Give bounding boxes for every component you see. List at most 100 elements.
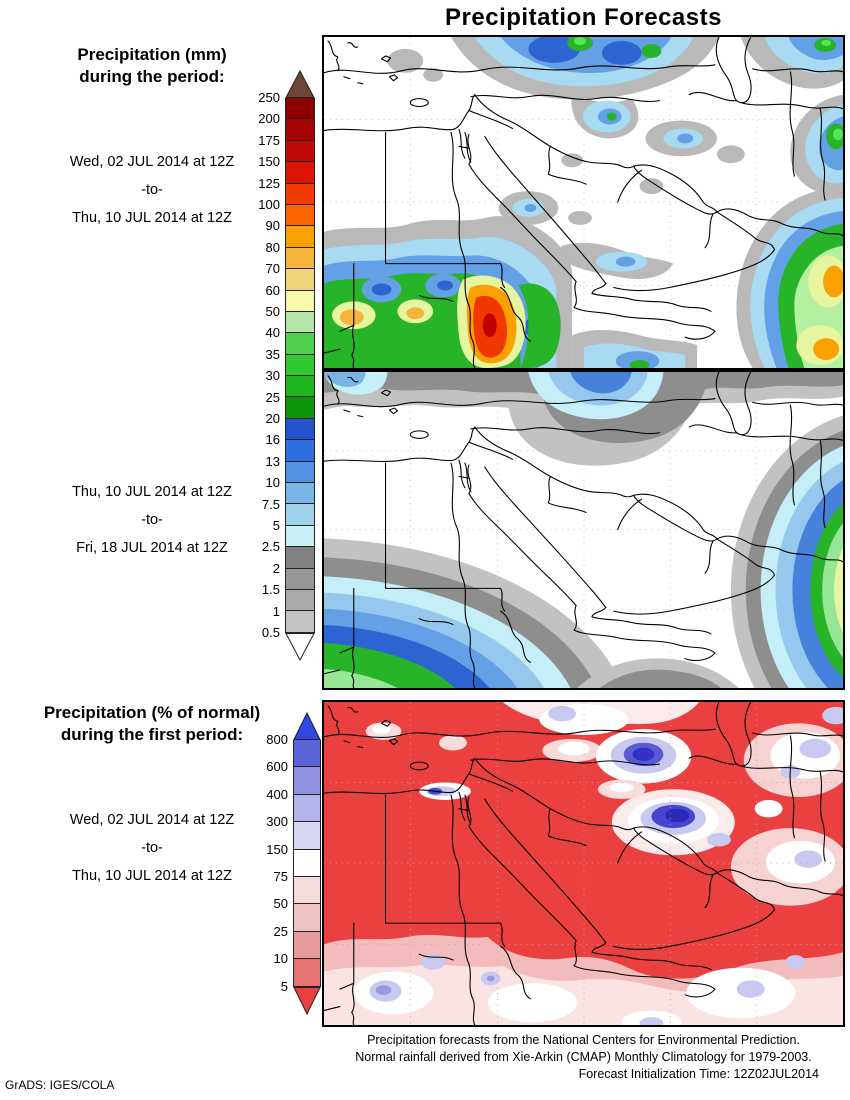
colorbar-pct-bar (293, 712, 321, 1015)
colorbar-tick-label: 150 (258, 154, 280, 170)
colorbar-tick-label: 70 (265, 261, 280, 277)
colorbar-segment (294, 740, 320, 768)
colorbar-tick-label: 200 (258, 111, 280, 127)
colorbar-tick-label: 5 (280, 978, 288, 994)
colorbar-segment (286, 611, 314, 633)
colorbar-tick-label: 13 (265, 453, 280, 469)
colorbar-tick-label: 400 (266, 786, 288, 802)
colorbar-segment (294, 849, 320, 877)
colorbar-segment (286, 183, 314, 205)
panel1-heading: Precipitation (mm) during the period: (18, 44, 286, 88)
panel3-date-to: Thu, 10 JUL 2014 at 12Z (72, 868, 232, 884)
colorbar-segment (286, 119, 314, 141)
footer-line2: Normal rainfall derived from Xie-Arkin (… (355, 1050, 812, 1064)
colorbar-segment (294, 794, 320, 823)
panel3-heading-line1: Precipitation (% of normal) (43, 703, 261, 722)
panel3-dates: Wed, 02 JUL 2014 at 12Z -to- Thu, 10 JUL… (18, 806, 286, 890)
panel1-heading-line1: Precipitation (mm) (77, 45, 227, 64)
colorbar-tick-label: 7.5 (261, 496, 280, 512)
colorbar-tick-label: 1 (272, 603, 280, 619)
colorbar-segment (286, 140, 314, 163)
panel1-heading-line2: during the period: (79, 67, 225, 86)
panel1-date-to: Thu, 10 JUL 2014 at 12Z (72, 210, 232, 226)
colorbar-segment (286, 483, 314, 505)
colorbar-tick-label: 800 (266, 732, 288, 747)
colorbar-segment (294, 904, 320, 932)
colorbar-segment (286, 525, 314, 548)
colorbar-tick-label: 40 (265, 325, 280, 341)
panel2-date-from: Thu, 10 JUL 2014 at 12Z (72, 484, 232, 500)
colorbar-segment (294, 876, 320, 905)
colorbar-tick-label: 25 (273, 923, 288, 939)
footer-line1: Precipitation forecasts from the Nationa… (367, 1033, 800, 1047)
colorbar-tick-label: 2.5 (261, 539, 280, 555)
colorbar-segment (286, 547, 314, 569)
colorbar-segment (286, 204, 314, 227)
map-panel-precip-period2 (322, 370, 845, 690)
colorbar-tick-label: 50 (265, 304, 280, 319)
panel2-dates: Thu, 10 JUL 2014 at 12Z -to- Fri, 18 JUL… (18, 478, 286, 562)
colorbar-segment (294, 931, 320, 960)
colorbar-segment (286, 461, 314, 484)
colorbar-bottom-triangle (285, 632, 315, 661)
colorbar-tick-label: 10 (273, 951, 288, 967)
colorbar-segment (286, 290, 314, 312)
colorbar-segment (286, 589, 314, 612)
colorbar-segment (286, 98, 314, 120)
colorbar-precip-mm: 250 200 175 150 125 100 90 80 70 60 50 40 35 30 25 20 16… (238, 70, 318, 670)
colorbar-tick-label: 20 (265, 411, 280, 426)
colorbar-tick-label: 125 (258, 175, 280, 191)
colorbar-tick-label: 2 (272, 560, 280, 576)
map-panel-percent-normal (322, 700, 845, 1027)
colorbar-tick-label: 60 (265, 282, 280, 298)
colorbar-top-triangle (293, 712, 321, 740)
colorbar-segment (286, 376, 314, 398)
precip-field-period1 (324, 37, 843, 368)
percent-normal-field (324, 702, 843, 1025)
colorbar-mm-bar (285, 70, 315, 661)
panel3-heading-line2: during the first period: (60, 725, 244, 744)
panel3-heading: Precipitation (% of normal) during the f… (18, 702, 286, 746)
colorbar-segment (286, 247, 314, 270)
colorbar-tick-label: 50 (273, 896, 288, 912)
colorbar-tick-label: 150 (266, 841, 288, 857)
colorbar-tick-label: 5 (272, 518, 280, 533)
colorbar-bottom-triangle (293, 986, 321, 1015)
panel1-date-separator: -to- (141, 182, 163, 198)
colorbar-segment (286, 504, 314, 526)
colorbar-tick-label: 10 (265, 475, 280, 491)
colorbar-segment (286, 333, 314, 355)
panel2-date-separator: -to- (141, 512, 163, 528)
colorbar-tick-label: 100 (258, 197, 280, 212)
panel1-dates: Wed, 02 JUL 2014 at 12Z -to- Thu, 10 JUL… (18, 148, 286, 232)
colorbar-percent-normal: 800 600 400 300 150 75 50 25 10 5 (246, 712, 326, 1022)
colorbar-tick-label: 175 (258, 132, 280, 148)
colorbar-tick-label: 16 (265, 432, 280, 448)
colorbar-segment (294, 767, 320, 795)
colorbar-tick-label: 35 (265, 346, 280, 362)
colorbar-top-triangle (285, 70, 315, 98)
colorbar-segment (286, 311, 314, 334)
colorbar-tick-label: 250 (258, 90, 280, 105)
colorbar-segment (286, 226, 314, 248)
colorbar-tick-label: 80 (265, 239, 280, 255)
map-precip-period2 (324, 372, 843, 688)
colorbar-segment (286, 269, 314, 291)
colorbar-segment (286, 418, 314, 441)
footer-line3: Forecast Initialization Time: 12Z02JUL20… (578, 1067, 819, 1081)
colorbar-tick-label: 0.5 (261, 625, 280, 640)
colorbar-tick-label: 1.5 (261, 582, 280, 598)
colorbar-tick-label: 30 (265, 368, 280, 384)
panel3-date-from: Wed, 02 JUL 2014 at 12Z (69, 812, 235, 828)
map-precip-period1 (324, 37, 843, 368)
map-panel-precip-period1 (322, 35, 845, 370)
colorbar-segment (294, 959, 320, 987)
page-title: Precipitation Forecasts (445, 4, 722, 31)
colorbar-tick-label: 600 (266, 759, 288, 775)
colorbar-tick-label: 90 (265, 218, 280, 234)
colorbar-segment (286, 568, 314, 590)
colorbar-segment (286, 162, 314, 184)
panel1-date-from: Wed, 02 JUL 2014 at 12Z (69, 154, 235, 170)
map-percent-normal (324, 702, 843, 1025)
